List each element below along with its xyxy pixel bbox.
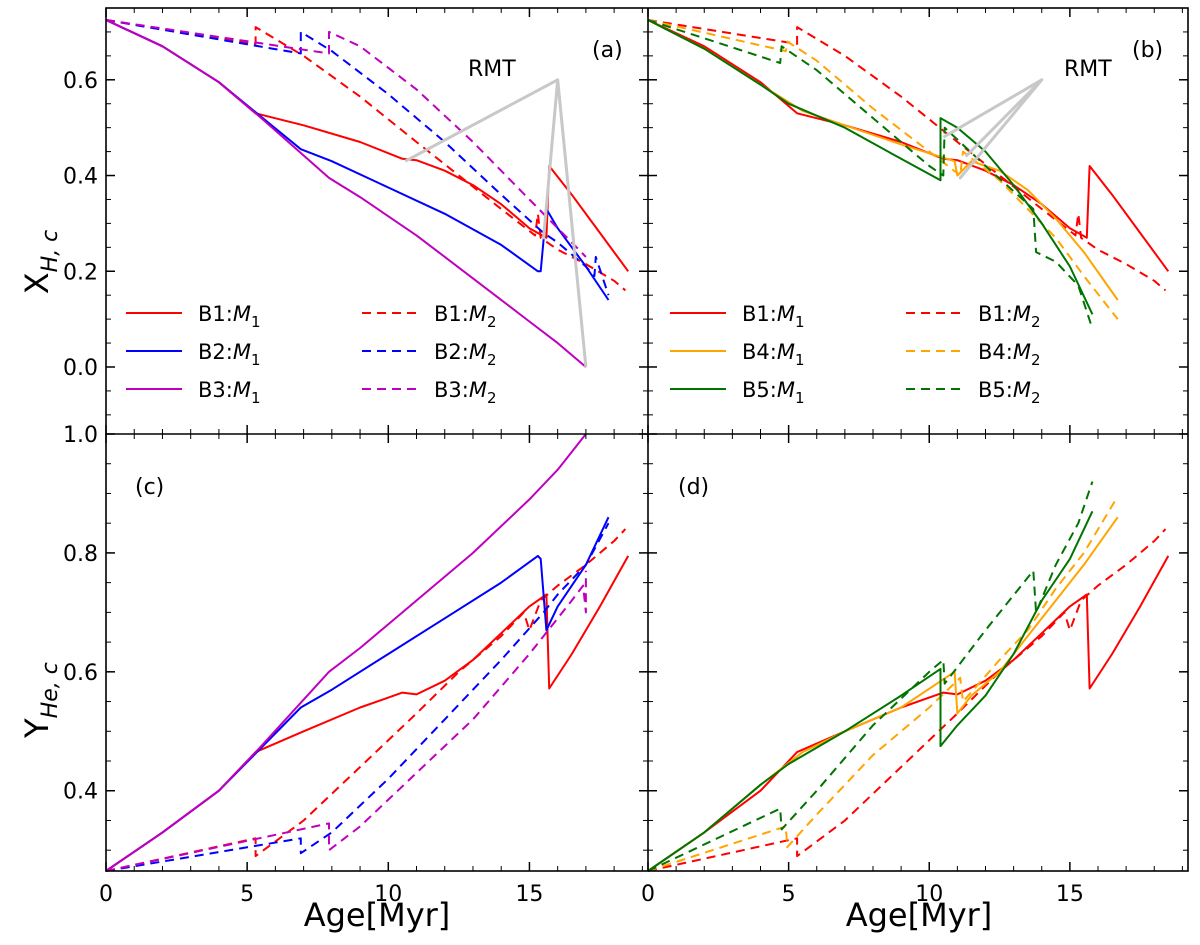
panel-a-ticks: 0.0 0.2 0.4 0.6 bbox=[63, 7, 648, 434]
panel-b-label: (b) bbox=[1132, 38, 1163, 63]
xtick-label: 0 bbox=[99, 882, 113, 907]
series-d-b4-m2 bbox=[647, 495, 1119, 872]
panel-b-rmt-annotation: RMT bbox=[942, 57, 1112, 180]
panel-b-ticks bbox=[647, 7, 1188, 434]
series-d-b5-m1 bbox=[647, 510, 1094, 872]
series-c-b3-m2 bbox=[105, 570, 587, 872]
panel-a-rmt-annotation: RMT bbox=[404, 57, 588, 368]
series-a-b3-m2 bbox=[105, 19, 587, 258]
legend-entry-b-2: B4:M1 bbox=[670, 340, 805, 369]
xtick-label: 5 bbox=[782, 882, 796, 907]
series-a-b2-m2 bbox=[105, 19, 610, 296]
series-b-b5-m2 bbox=[647, 19, 1094, 330]
legend-text: B3:M1 bbox=[198, 378, 261, 407]
ytick-label: 0.6 bbox=[63, 661, 98, 686]
panel-d-ticks: 0 5 10 15 bbox=[641, 433, 1188, 907]
ytick-label: 0.4 bbox=[63, 780, 98, 805]
panel-b-legend: B1:M1 B1:M2 B4:M1 B4:M2 B5:M1 B5:M2 bbox=[670, 302, 1041, 407]
panel-c-label: (c) bbox=[135, 475, 164, 500]
panel-c-ticks: 0.4 0.6 0.8 1.0 0 5 10 15 bbox=[63, 423, 648, 907]
panel-a-rmt-label: RMT bbox=[468, 57, 516, 82]
legend-entry-a-1: B1:M2 bbox=[362, 302, 497, 331]
series-c-b2-m2 bbox=[105, 522, 610, 872]
legend-text: B1:M2 bbox=[434, 302, 497, 331]
panel-b-curves bbox=[647, 19, 1170, 330]
legend-entry-a-5: B3:M2 bbox=[362, 378, 497, 407]
panel-d: (d) 0 5 10 15 bbox=[641, 433, 1188, 907]
panel-a-label: (a) bbox=[592, 38, 623, 63]
legend-text: B1:M1 bbox=[198, 302, 261, 331]
series-b-b1-m1 bbox=[647, 19, 1170, 272]
legend-text: B4:M2 bbox=[978, 340, 1041, 369]
ytick-label: 0.0 bbox=[63, 356, 98, 381]
series-c-b3-m1 bbox=[105, 433, 587, 872]
legend-text: B5:M2 bbox=[978, 378, 1041, 407]
series-a-b3-m1 bbox=[105, 19, 587, 368]
legend-entry-b-5: B5:M2 bbox=[906, 378, 1041, 407]
panel-d-curves bbox=[647, 481, 1170, 872]
legend-text: B2:M1 bbox=[198, 340, 261, 369]
legend-entry-b-0: B1:M1 bbox=[670, 302, 805, 331]
legend-text: B1:M1 bbox=[742, 302, 805, 331]
ytick-label: 0.4 bbox=[63, 165, 98, 190]
ytick-label: 0.6 bbox=[63, 69, 98, 94]
series-d-b5-m2 bbox=[647, 481, 1094, 872]
xtick-label: 15 bbox=[515, 882, 543, 907]
panel-c-curves bbox=[105, 433, 630, 872]
legend-text: B2:M2 bbox=[434, 340, 497, 369]
rmt-arrow-lines-a bbox=[404, 78, 588, 368]
legend-entry-a-0: B1:M1 bbox=[126, 302, 261, 331]
series-b-b1-m2 bbox=[647, 19, 1167, 292]
legend-text: B3:M2 bbox=[434, 378, 497, 407]
panel-d-label: (d) bbox=[678, 475, 709, 500]
legend-entry-b-3: B4:M2 bbox=[906, 340, 1041, 369]
ytick-label: 0.2 bbox=[63, 260, 98, 285]
panel-a: RMT B1:M1 B1:M2 B2:M1 B2:M2 B3:M1 B3:M2 (a) 0… bbox=[63, 7, 648, 434]
panel-b: RMT B1:M1 B1:M2 B4:M1 B4:M2 B5:M1 B5:M2 (b) bbox=[647, 7, 1188, 434]
figure-frame bbox=[105, 7, 1189, 872]
xtick-label: 0 bbox=[641, 882, 655, 907]
xtick-label: 10 bbox=[374, 882, 402, 907]
legend-text: B5:M1 bbox=[742, 378, 805, 407]
series-b-b5-m1 bbox=[647, 19, 1094, 315]
panel-b-rmt-label: RMT bbox=[1064, 57, 1112, 82]
rmt-arrow-lines-b bbox=[942, 78, 1044, 180]
legend-entry-b-4: B5:M1 bbox=[670, 378, 805, 407]
legend-entry-a-4: B3:M1 bbox=[126, 378, 261, 407]
series-b-b4-m2 bbox=[647, 19, 1119, 320]
series-c-b1-m2 bbox=[105, 528, 627, 872]
legend-entry-a-2: B2:M1 bbox=[126, 340, 261, 369]
panel-a-legend: B1:M1 B1:M2 B2:M1 B2:M2 B3:M1 B3:M2 bbox=[126, 302, 497, 407]
xtick-label: 5 bbox=[240, 882, 254, 907]
panel-a-curves bbox=[105, 19, 630, 368]
series-d-b1-m2 bbox=[647, 528, 1167, 872]
x-axis-label-right: Age[Myr] bbox=[846, 896, 993, 934]
legend-text: B1:M2 bbox=[978, 302, 1041, 331]
ytick-label: 1.0 bbox=[63, 423, 98, 448]
legend-text: B4:M1 bbox=[742, 340, 805, 369]
x-axis-label-left: Age[Myr] bbox=[304, 896, 451, 934]
legend-entry-a-3: B2:M2 bbox=[362, 340, 497, 369]
legend-entry-b-1: B1:M2 bbox=[906, 302, 1041, 331]
panel-c: (c) 0.4 0.6 0.8 1.0 0 5 10 15 bbox=[63, 423, 648, 907]
xtick-label: 10 bbox=[915, 882, 943, 907]
xtick-label: 15 bbox=[1056, 882, 1084, 907]
ytick-label: 0.8 bbox=[63, 542, 98, 567]
